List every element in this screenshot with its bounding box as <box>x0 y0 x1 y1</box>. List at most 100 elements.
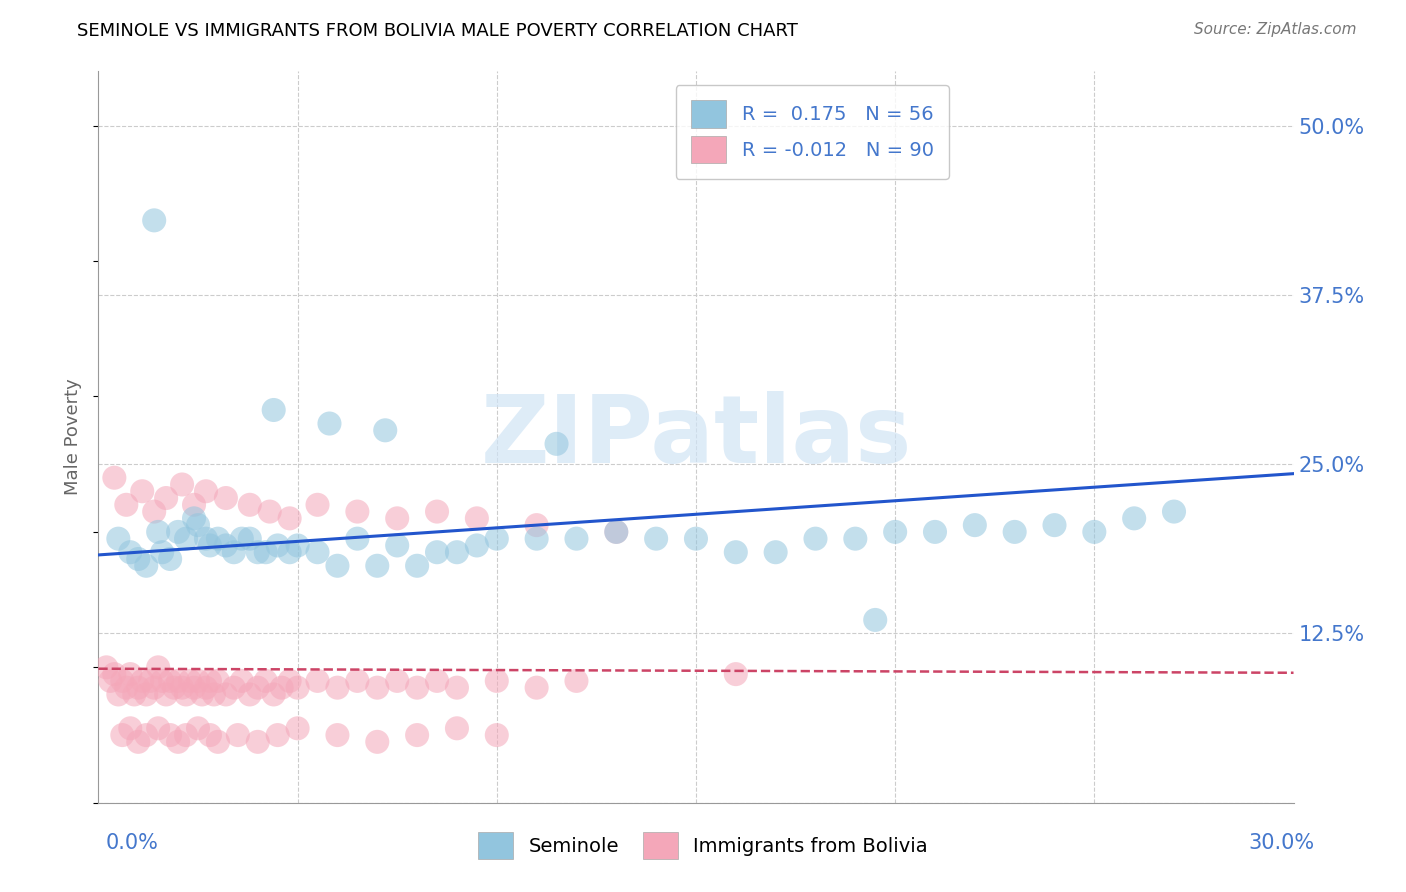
Point <box>924 524 946 539</box>
Point <box>426 545 449 559</box>
Point <box>167 524 190 539</box>
Point <box>174 532 197 546</box>
Point <box>526 518 548 533</box>
Point <box>254 545 277 559</box>
Point <box>195 532 218 546</box>
Point <box>526 681 548 695</box>
Point <box>231 532 253 546</box>
Point <box>307 673 329 688</box>
Point <box>239 498 262 512</box>
Point <box>183 681 205 695</box>
Point <box>239 532 262 546</box>
Point <box>174 728 197 742</box>
Point <box>446 721 468 735</box>
Point <box>278 511 301 525</box>
Point <box>187 518 209 533</box>
Point <box>143 505 166 519</box>
Point <box>385 673 409 688</box>
Point <box>385 538 409 552</box>
Point <box>127 735 149 749</box>
Point <box>167 673 190 688</box>
Point <box>98 673 122 688</box>
Point <box>318 417 340 431</box>
Point <box>346 673 368 688</box>
Point <box>426 673 449 688</box>
Point <box>207 673 229 688</box>
Point <box>115 681 138 695</box>
Point <box>1043 518 1066 533</box>
Point <box>307 498 329 512</box>
Point <box>215 688 238 702</box>
Point <box>222 545 245 559</box>
Legend: Seminole, Immigrants from Bolivia: Seminole, Immigrants from Bolivia <box>468 822 938 869</box>
Point <box>127 552 149 566</box>
Point <box>207 532 229 546</box>
Point <box>1123 511 1146 525</box>
Point <box>263 688 285 702</box>
Point <box>131 673 153 688</box>
Point <box>246 681 269 695</box>
Point <box>135 558 157 573</box>
Point <box>446 545 468 559</box>
Point <box>187 673 209 688</box>
Point <box>187 721 209 735</box>
Point <box>163 681 186 695</box>
Point <box>884 524 907 539</box>
Point <box>148 660 170 674</box>
Point <box>526 532 548 546</box>
Point <box>111 728 134 742</box>
Point <box>202 688 225 702</box>
Point <box>135 728 157 742</box>
Point <box>222 681 245 695</box>
Point <box>120 545 142 559</box>
Point <box>143 681 166 695</box>
Point <box>804 532 827 546</box>
Point <box>231 673 253 688</box>
Text: ZIPatlas: ZIPatlas <box>481 391 911 483</box>
Point <box>267 538 290 552</box>
Point <box>844 532 866 546</box>
Point <box>254 673 277 688</box>
Point <box>465 511 488 525</box>
Point <box>183 511 205 525</box>
Point <box>406 728 429 742</box>
Point <box>1083 524 1105 539</box>
Point <box>366 558 388 573</box>
Point <box>685 532 707 546</box>
Point <box>605 524 627 539</box>
Point <box>174 688 197 702</box>
Point <box>120 667 142 681</box>
Point <box>148 524 170 539</box>
Point <box>287 681 309 695</box>
Point <box>198 538 221 552</box>
Point <box>259 505 281 519</box>
Point <box>546 437 568 451</box>
Point <box>183 498 205 512</box>
Text: Source: ZipAtlas.com: Source: ZipAtlas.com <box>1194 22 1357 37</box>
Point <box>135 688 157 702</box>
Point <box>267 728 290 742</box>
Point <box>270 681 292 695</box>
Point <box>278 545 301 559</box>
Point <box>485 532 508 546</box>
Point <box>406 681 429 695</box>
Point <box>107 532 129 546</box>
Point <box>172 681 194 695</box>
Point <box>131 484 153 499</box>
Point <box>485 728 508 742</box>
Point <box>198 728 221 742</box>
Point <box>127 681 149 695</box>
Point <box>159 673 181 688</box>
Point <box>143 213 166 227</box>
Point <box>150 673 173 688</box>
Point <box>111 673 134 688</box>
Point <box>1163 505 1185 519</box>
Point <box>565 532 588 546</box>
Point <box>195 484 218 499</box>
Point <box>195 681 218 695</box>
Point <box>605 524 627 539</box>
Point <box>765 545 787 559</box>
Text: 0.0%: 0.0% <box>105 833 159 853</box>
Point <box>207 735 229 749</box>
Point <box>159 728 181 742</box>
